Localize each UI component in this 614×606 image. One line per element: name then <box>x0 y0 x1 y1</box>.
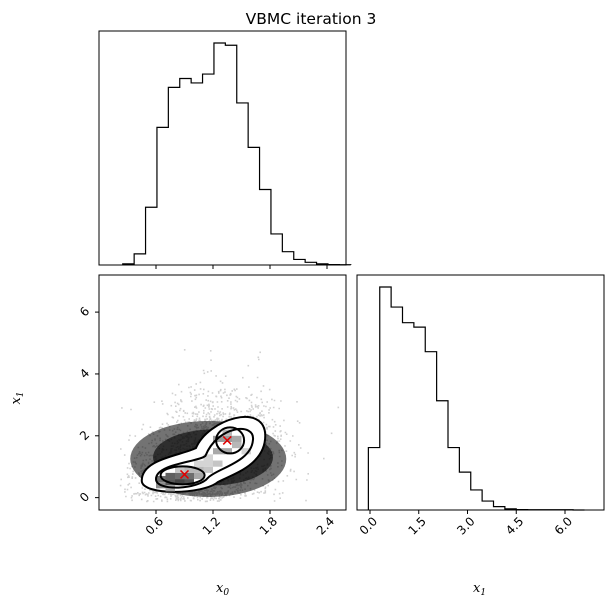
density-cell <box>194 460 204 467</box>
histogram-x0-panel <box>98 30 352 269</box>
mode-marker <box>222 435 232 445</box>
contour-inner <box>215 426 246 455</box>
y-tick-label: 2 <box>77 428 92 443</box>
chart-title: VBMC iteration 3 <box>246 10 377 28</box>
density-cell <box>156 475 166 483</box>
panel-frame <box>356 274 605 511</box>
x-tick-label: 3.0 <box>454 514 477 537</box>
y-tick-label: 0 <box>77 490 92 505</box>
x-tick-label: 1.8 <box>257 514 280 537</box>
density-cell <box>203 466 213 473</box>
density-cell <box>184 466 194 473</box>
density-cell <box>232 435 242 442</box>
density-cell <box>213 448 223 455</box>
density-cell <box>184 472 194 480</box>
density-cell <box>203 454 213 461</box>
density-cell <box>175 479 185 486</box>
histogram-x1-panel: 0.0 1.5 3.0 4.5 6.0 <box>356 274 605 538</box>
mode-marker <box>179 469 190 479</box>
x-tick-label: 0.6 <box>143 514 166 537</box>
density-cell <box>241 448 251 455</box>
panel-frame <box>98 274 347 511</box>
x-tick-label: 1.2 <box>200 514 223 537</box>
x1-y-axis-label: x1 <box>9 391 26 404</box>
density-cell <box>213 460 223 467</box>
y-tick-label: 6 <box>77 304 92 319</box>
x0-axis-label: x0 <box>216 581 229 598</box>
density-cell <box>165 485 175 492</box>
contour-middle <box>154 427 254 489</box>
density-cell <box>194 472 204 480</box>
histogram-step-line <box>367 286 585 511</box>
x-tick-label: 2.4 <box>314 514 337 537</box>
density-cell <box>203 460 213 467</box>
density-cell <box>175 472 185 480</box>
density-cell <box>175 466 185 473</box>
x1-axis-label: x1 <box>473 581 486 598</box>
x-tick-label: 0.0 <box>357 514 380 537</box>
x-tick-label: 6.0 <box>552 514 575 537</box>
density-cell <box>165 472 175 480</box>
contour-inner <box>159 465 206 486</box>
scatter-x0-x1-panel: 0.6 1.2 1.8 2.4 0 2 4 6 <box>77 274 347 538</box>
density-cell <box>222 435 232 442</box>
density-cell <box>222 448 232 455</box>
axis-labels: x0 x1 x1 <box>9 391 486 598</box>
density-cell <box>184 479 194 486</box>
histogram-step-line <box>122 42 352 266</box>
panel-frame <box>98 30 347 266</box>
x-tick-label: 4.5 <box>503 514 526 537</box>
y-tick-label: 4 <box>77 366 92 381</box>
x-tick-label: 1.5 <box>405 514 428 537</box>
density-cell <box>232 441 242 449</box>
